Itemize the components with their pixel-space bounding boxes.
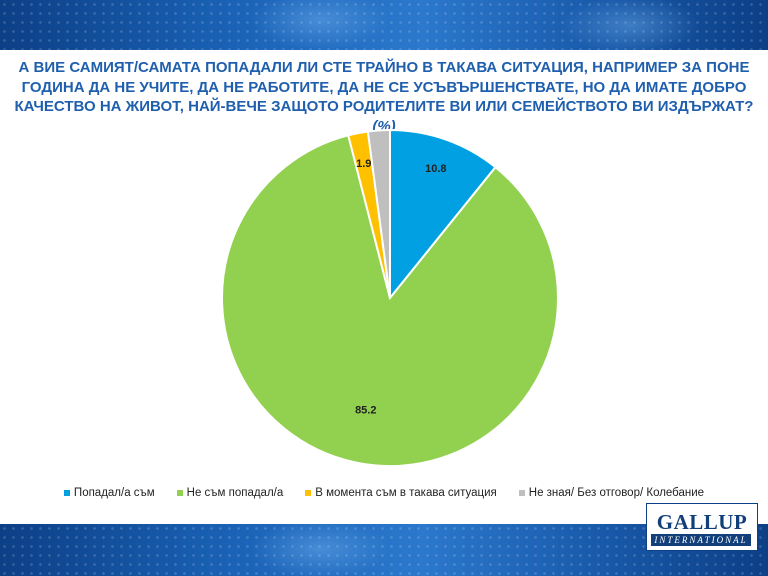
legend-item: Не зная/ Без отговор/ Колебание <box>518 487 705 499</box>
chart-legend: Попадал/а съм Не съм попадал/а В момента с… <box>0 487 768 499</box>
footer-banner <box>0 524 768 576</box>
logo-wordmark: GALLUP <box>656 510 748 534</box>
pie-slices <box>221 128 559 467</box>
pie-data-label: 10.8 <box>425 163 446 175</box>
header-banner <box>0 0 768 50</box>
banner-glow <box>560 0 700 50</box>
legend-swatch <box>176 490 183 496</box>
title-line-2: ГОДИНА ДА НЕ УЧИТЕ, ДА НЕ РАБОТИТЕ, ДА Н… <box>21 78 747 96</box>
world-map-pattern <box>0 0 768 50</box>
legend-label: Попадал/а съм <box>73 487 155 499</box>
legend-label: Не съм попадал/а <box>186 487 284 499</box>
pie-slice <box>221 134 559 467</box>
banner-glow <box>250 524 390 576</box>
pie-slice <box>366 128 391 299</box>
legend-swatch <box>305 490 312 496</box>
pie-slice <box>389 128 497 301</box>
logo-subtitle: INTERNATIONAL <box>651 534 751 546</box>
legend-item: Попадал/а съм <box>63 487 155 499</box>
title-line-1: А ВИЕ САМИЯТ/САМАТА ПОПАДАЛИ ЛИ СТЕ ТРАЙ… <box>18 59 750 76</box>
legend-swatch <box>518 490 525 496</box>
legend-item: В момента съм в такава ситуация <box>305 487 497 499</box>
legend-item: Не съм попадал/а <box>176 487 284 499</box>
world-map-pattern <box>0 524 768 576</box>
pie-data-labels: 10.8 85.2 1.9 <box>355 158 446 417</box>
pie-data-label: 1.9 <box>356 158 371 170</box>
legend-swatch <box>63 490 70 496</box>
gallup-logo: GALLUP INTERNATIONAL <box>646 503 758 551</box>
title-line-3: КАЧЕСТВО НА ЖИВОТ, НАЙ-ВЕЧЕ ЗАЩОТО РОДИТ… <box>14 98 754 115</box>
chart-title: А ВИЕ САМИЯТ/САМАТА ПОПАДАЛИ ЛИ СТЕ ТРАЙ… <box>0 58 768 136</box>
legend-label: В момента съм в такава ситуация <box>315 487 497 499</box>
legend-label: Не зная/ Без отговор/ Колебание <box>528 487 705 499</box>
banner-glow <box>250 0 390 50</box>
pie-data-label: 85.2 <box>355 405 376 417</box>
